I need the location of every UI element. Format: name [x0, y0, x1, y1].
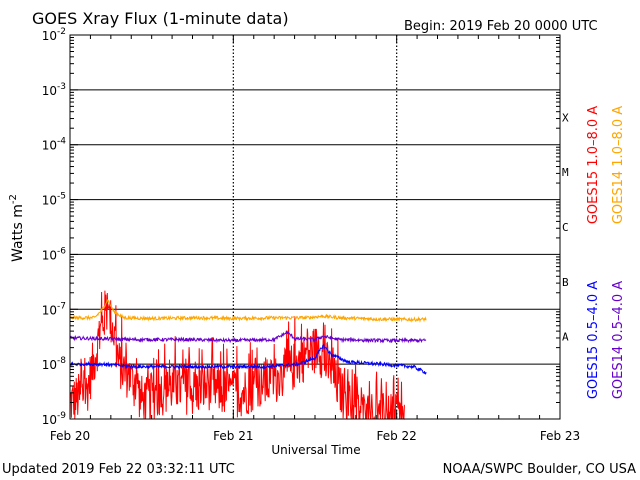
y-tick-label: 10-3 — [42, 82, 66, 98]
x-tick-label: Feb 21 — [213, 429, 253, 443]
flare-class-label: X — [562, 111, 569, 124]
credit-label: NOAA/SWPC Boulder, CO USA — [443, 462, 636, 477]
flare-class-label: A — [562, 331, 569, 344]
series-line — [69, 290, 405, 420]
y-tick-label: 10-7 — [42, 301, 66, 317]
y-tick-label: 10-8 — [42, 356, 67, 372]
flare-class-label: C — [562, 221, 569, 234]
y-tick-label: 10-6 — [42, 246, 67, 262]
legend-entry: GOES14 1.0–8.0 A — [611, 106, 626, 224]
y-tick-label: 10-9 — [42, 411, 67, 427]
grid-lines — [70, 35, 560, 419]
flare-class-label: B — [562, 276, 569, 289]
flare-class-label: M — [562, 166, 569, 179]
plot-series — [69, 290, 427, 420]
y-tick-label: 10-2 — [42, 27, 66, 43]
x-tick-label: Feb 20 — [50, 429, 90, 443]
flare-class-labels: X M C B A — [562, 111, 569, 343]
y-axis-label: Watts m-2 — [8, 194, 26, 262]
y-tick-label: 10-4 — [42, 137, 67, 153]
legend: GOES15 1.0–8.0 A GOES14 1.0–8.0 A GOES15 0… — [586, 106, 626, 399]
legend-entry: GOES15 0.5–4.0 A — [586, 281, 601, 399]
x-tick-labels: Feb 20 Feb 21 Feb 22 Feb 23 — [50, 429, 580, 443]
y-tick-labels: 10-2 10-3 10-4 10-5 10-6 10-7 10-8 10-9 — [42, 27, 67, 427]
begin-label: Begin: 2019 Feb 20 0000 UTC — [404, 19, 598, 34]
x-tick-label: Feb 22 — [376, 429, 416, 443]
series-line — [69, 330, 427, 344]
chart-title: GOES Xray Flux (1-minute data) — [32, 9, 289, 28]
y-tick-label: 10-5 — [42, 192, 66, 208]
legend-entry: GOES15 1.0–8.0 A — [586, 106, 601, 224]
series-line — [69, 344, 427, 375]
x-tick-label: Feb 23 — [540, 429, 580, 443]
axes — [69, 34, 561, 420]
legend-entry: GOES14 0.5–4.0 A — [611, 281, 626, 399]
series-line — [69, 298, 427, 323]
updated-label: Updated 2019 Feb 22 03:32:11 UTC — [2, 462, 235, 477]
x-axis-label: Universal Time — [271, 443, 360, 457]
